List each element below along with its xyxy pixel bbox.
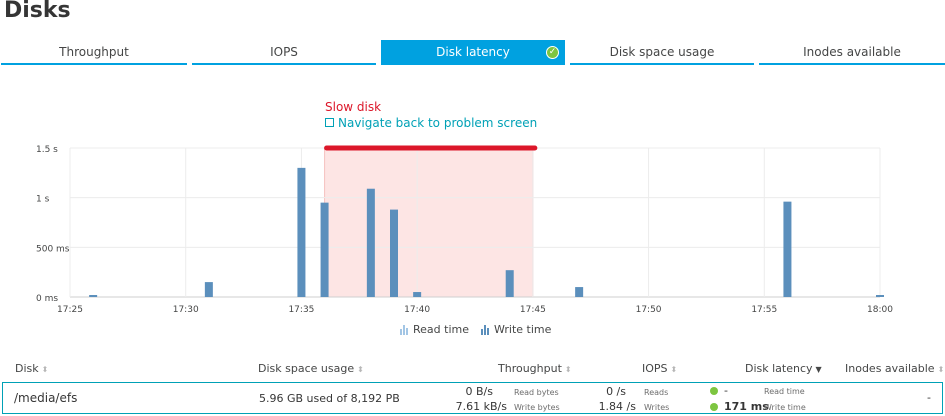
disk-space-value: 5.96 GB used of 8,192 PB	[259, 392, 400, 405]
header-iops[interactable]: IOPS ⬍	[642, 362, 677, 375]
sort-icon: ⬍	[937, 365, 945, 374]
write-time-label: Write time	[764, 403, 806, 412]
write-bytes-label: Write bytes	[514, 403, 560, 412]
header-space-label: Disk space usage	[258, 362, 355, 375]
external-link-icon	[325, 118, 334, 127]
chart-plot: 0 ms 500 ms 1 s 1.5 s 17:25 17:30 17:35 17:40 17…	[36, 145, 893, 315]
y-tick-label: 1 s	[36, 195, 50, 205]
write-time-bar	[366, 188, 375, 297]
read-bytes-label: Read bytes	[514, 388, 559, 397]
problem-link[interactable]: Navigate back to problem screen	[325, 116, 537, 130]
x-tick-label: 17:30	[173, 305, 199, 315]
legend-write-time-label: Write time	[494, 323, 552, 336]
write-time-bar	[390, 209, 398, 297]
status-ok-icon	[710, 387, 718, 395]
header-throughput-label: Throughput	[498, 362, 562, 375]
disk-table-header: Disk ⬍ Disk space usage ⬍ Throughput ⬍ IOPS…	[0, 362, 945, 376]
disk-name[interactable]: /media/efs	[14, 391, 78, 405]
write-time-bar	[413, 292, 422, 297]
header-disk-latency[interactable]: Disk latency ▼	[745, 362, 822, 375]
problem-region	[324, 147, 534, 298]
tab-disk-latency-label: Disk latency	[436, 44, 510, 59]
chart-legend: Read time Write time	[0, 323, 945, 339]
x-tick-label: 18:00	[867, 305, 893, 315]
sort-icon: ⬍	[357, 365, 364, 374]
reads-label: Reads	[644, 388, 669, 397]
header-iops-label: IOPS	[642, 362, 668, 375]
check-icon: ✓	[546, 46, 559, 59]
header-disk-label: Disk	[15, 362, 39, 375]
tab-disk-latency[interactable]: Disk latency ✓	[381, 40, 565, 65]
header-throughput[interactable]: Throughput ⬍	[498, 362, 572, 375]
writes-value: 1.84 /s	[598, 400, 636, 413]
read-bytes-value: 0 B/s	[465, 385, 493, 398]
write-time-bar	[320, 202, 329, 297]
legend-read-time[interactable]: Read time	[400, 323, 469, 336]
write-time-bar	[783, 201, 792, 297]
write-time-bar	[505, 270, 514, 297]
writes-label: Writes	[644, 403, 670, 412]
reads-value: 0 /s	[606, 385, 626, 398]
x-tick-label: 17:45	[520, 305, 546, 315]
bar-chart-icon	[481, 324, 489, 335]
x-tick-label: 17:35	[288, 305, 314, 315]
sort-icon: ⬍	[41, 365, 49, 374]
y-tick-label: 0 ms	[36, 294, 58, 304]
bar-chart-icon	[400, 324, 408, 335]
header-latency-label: Disk latency	[745, 362, 813, 375]
read-time-label: Read time	[764, 387, 805, 396]
write-time-value: 171 ms	[724, 400, 769, 413]
tab-bar: Throughput IOPS Disk latency ✓ Disk spac…	[0, 40, 945, 66]
legend-write-time[interactable]: Write time	[481, 323, 551, 336]
y-tick-label: 1.5 s	[36, 145, 58, 155]
sort-icon: ⬍	[564, 365, 572, 374]
inodes-value: -	[927, 391, 931, 404]
x-tick-label: 17:50	[636, 305, 662, 315]
page-title: Disks	[4, 0, 71, 23]
sort-down-icon: ▼	[815, 365, 822, 374]
status-ok-icon	[710, 403, 718, 411]
table-row[interactable]: /media/efs 5.96 GB used of 8,192 PB 0 B/…	[2, 382, 943, 414]
read-time-value: -	[724, 384, 728, 397]
y-tick-label: 500 ms	[36, 244, 70, 254]
legend-read-time-label: Read time	[413, 323, 469, 336]
x-tick-label: 17:55	[751, 305, 777, 315]
problem-label: Slow disk	[325, 100, 382, 114]
write-time-bar	[876, 295, 884, 297]
header-inodes-available[interactable]: Inodes available ⬍	[845, 362, 944, 375]
tab-throughput[interactable]: Throughput	[1, 40, 187, 65]
write-time-bar	[204, 282, 213, 297]
disk-latency-chart: 0 ms 500 ms 1 s 1.5 s 17:25 17:30 17:35 17:40 17…	[0, 90, 945, 350]
write-time-bar	[575, 287, 584, 297]
sort-icon: ⬍	[670, 365, 678, 374]
header-disk-space-usage[interactable]: Disk space usage ⬍	[258, 362, 364, 375]
tab-iops[interactable]: IOPS	[192, 40, 376, 65]
write-time-bar	[89, 295, 98, 297]
problem-link-text: Navigate back to problem screen	[338, 116, 538, 130]
write-bytes-value: 7.61 kB/s	[455, 400, 507, 413]
x-tick-label: 17:40	[404, 305, 430, 315]
x-tick-label: 17:25	[57, 305, 83, 315]
write-time-bar	[297, 167, 306, 297]
header-disk[interactable]: Disk ⬍	[15, 362, 48, 375]
header-inodes-label: Inodes available	[845, 362, 935, 375]
tab-inodes-available[interactable]: Inodes available	[759, 40, 945, 65]
tab-disk-space-usage[interactable]: Disk space usage	[570, 40, 754, 65]
